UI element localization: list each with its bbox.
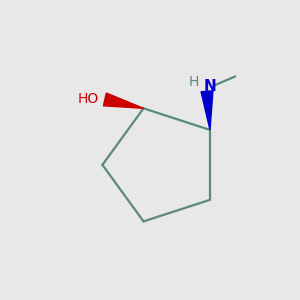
Text: HO: HO xyxy=(78,92,99,106)
Polygon shape xyxy=(103,93,143,108)
Polygon shape xyxy=(201,91,213,130)
Text: N: N xyxy=(204,79,216,94)
Text: H: H xyxy=(188,75,199,89)
